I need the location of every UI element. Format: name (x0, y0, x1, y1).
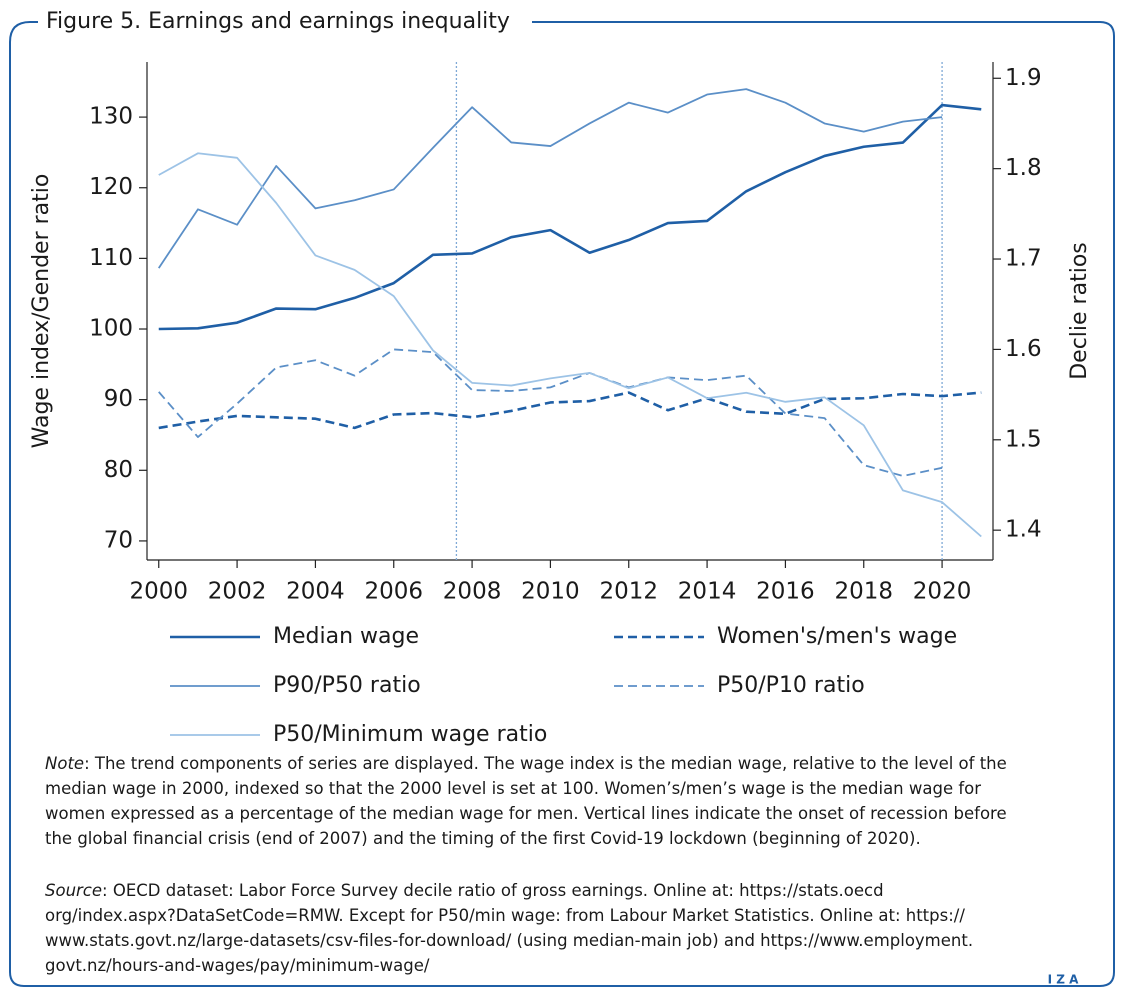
x-tick-label: 2006 (364, 579, 423, 605)
note-label: Note (45, 754, 84, 773)
source-text: : OECD dataset: Labor Force Survey decil… (102, 881, 884, 900)
note-text: median wage in 2000, indexed so that the… (45, 779, 981, 798)
series-line (158, 152, 982, 538)
note: Note: The trend components of series are… (45, 754, 1007, 773)
legend-label: P90/P50 ratio (273, 673, 421, 698)
y-tick-label: 100 (89, 316, 133, 342)
note-text: the global financial crisis (end of 2007… (45, 829, 921, 848)
y-tick-label: 110 (89, 245, 133, 271)
y2-tick-label: 1.8 (1005, 155, 1042, 181)
source-text: govt.nz/hours-and-wages/pay/minimum-wage… (45, 956, 430, 975)
source: govt.nz/hours-and-wages/pay/minimum-wage… (45, 956, 430, 975)
legend-label: P50/Minimum wage ratio (273, 722, 547, 747)
x-tick-label: 2004 (286, 579, 345, 605)
legend-label: Median wage (273, 624, 419, 649)
y2-tick-label: 1.4 (1005, 517, 1042, 543)
y-tick-label: 120 (89, 174, 133, 200)
y-tick-label: 70 (104, 527, 133, 553)
source: www.stats.govt.nz/large-datasets/csv-fil… (45, 931, 973, 950)
y-tick-label: 80 (104, 457, 133, 483)
frame (9, 21, 1115, 987)
x-tick-label: 2000 (129, 579, 188, 605)
x-tick-label: 2008 (443, 579, 502, 605)
series-line (158, 391, 982, 430)
x-tick-label: 2010 (521, 579, 580, 605)
source: org/index.aspx?DataSetCode=RMW. Except f… (45, 906, 965, 925)
note: women expressed as a percentage of the m… (45, 804, 1007, 823)
x-tick-label: 2018 (834, 579, 893, 605)
figure-title: Figure 5. Earnings and earnings inequali… (46, 9, 510, 34)
x-tick-label: 2020 (913, 579, 972, 605)
y2-tick-label: 1.9 (1005, 65, 1042, 91)
y2-axis-label: Declie ratios (1067, 242, 1092, 380)
source-text: org/index.aspx?DataSetCode=RMW. Except f… (45, 906, 965, 925)
x-tick-label: 2016 (756, 579, 815, 605)
y2-tick-label: 1.6 (1005, 336, 1042, 362)
source-text: www.stats.govt.nz/large-datasets/csv-fil… (45, 931, 973, 950)
y-axis-label: Wage index/Gender ratio (29, 174, 54, 449)
note: median wage in 2000, indexed so that the… (45, 779, 981, 798)
x-tick-label: 2012 (599, 579, 658, 605)
y-tick-label: 90 (104, 386, 133, 412)
y2-tick-label: 1.5 (1005, 426, 1042, 452)
note-text: women expressed as a percentage of the m… (45, 804, 1007, 823)
x-tick-label: 2002 (208, 579, 267, 605)
y2-tick-label: 1.7 (1005, 246, 1042, 272)
logo: I Z A (1048, 973, 1080, 987)
x-tick-label: 2014 (678, 579, 737, 605)
source: Source: OECD dataset: Labor Force Survey… (45, 881, 884, 900)
note: the global financial crisis (end of 2007… (45, 829, 921, 848)
legend-label: Women's/men's wage (717, 624, 957, 649)
y-tick-label: 130 (89, 104, 133, 130)
note-text: : The trend components of series are dis… (84, 754, 1007, 773)
legend-label: P50/P10 ratio (717, 673, 865, 698)
source-label: Source (45, 881, 102, 900)
series-line (158, 88, 943, 269)
series-line (158, 348, 943, 477)
series-line (158, 103, 982, 331)
